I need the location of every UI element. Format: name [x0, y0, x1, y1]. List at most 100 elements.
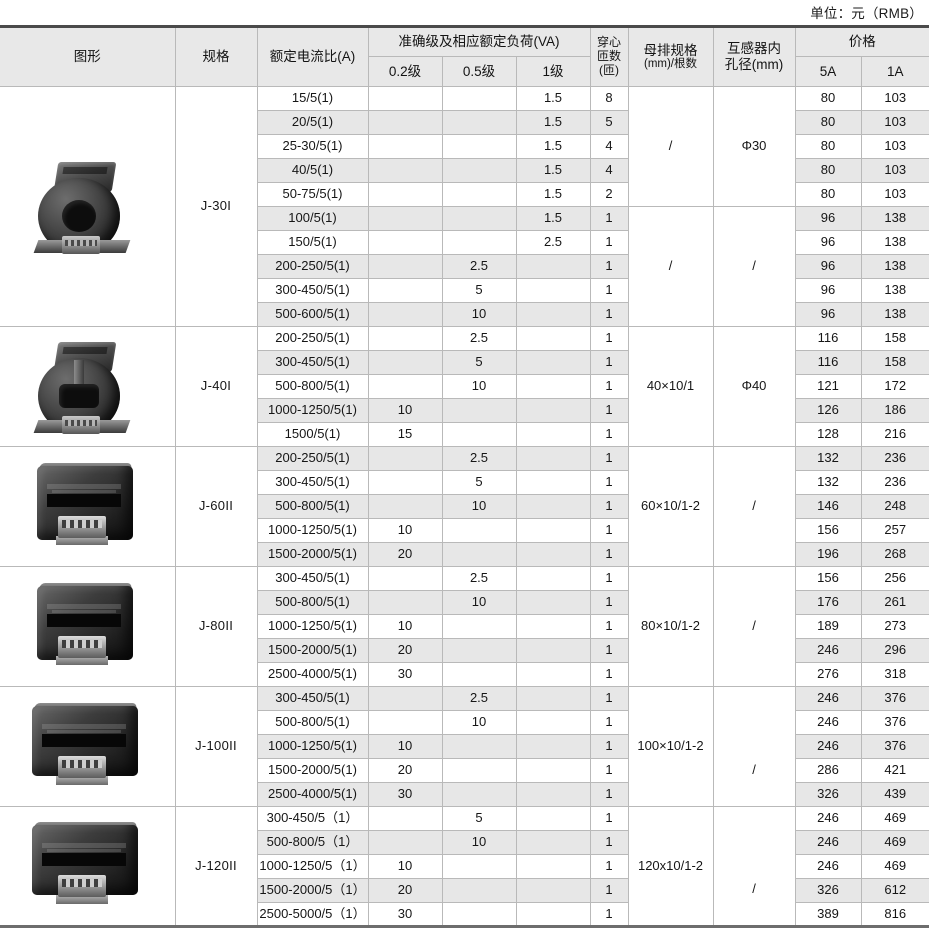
- price-5a-cell: 96: [794, 206, 862, 231]
- price-1a-cell: 236: [860, 446, 929, 471]
- col-header-image: 图形: [0, 26, 176, 87]
- product-photo-j80ii: [22, 574, 152, 680]
- price-5a-cell: 326: [794, 878, 862, 903]
- class-1-cell: 1.5: [515, 86, 591, 111]
- class-1-cell: [515, 590, 591, 615]
- class-0-2-cell: [367, 278, 443, 303]
- hole-diameter-cell: /: [712, 686, 796, 807]
- price-1a-cell: 103: [860, 158, 929, 183]
- busbar-line-1: 母排规格: [643, 42, 698, 58]
- table-row: 1000-1250/5(1) 10 1 156 257: [0, 518, 929, 543]
- class-0-5-cell: [441, 614, 517, 639]
- current-transformer-price-table: 图形 规格 额定电流比(A) 准确级及相应额定负荷(VA) 穿心 匝数 (匝) …: [0, 25, 929, 928]
- model-cell: J-40I: [174, 326, 258, 447]
- price-5a-cell: 96: [794, 254, 862, 279]
- class-0-5-cell: 2.5: [441, 254, 517, 279]
- table-row: J-40I 200-250/5(1) 2.5 1 40×10/1 Φ40 116 158: [0, 326, 929, 447]
- price-5a-cell: 80: [794, 158, 862, 183]
- class-0-5-cell: [441, 782, 517, 807]
- turns-cell: 1: [589, 590, 629, 615]
- class-0-2-cell: 30: [367, 902, 443, 927]
- table-row: J-120II 300-450/5（1） 5 1 120x10/1-2/246 469: [0, 806, 929, 927]
- class-0-2-cell: [367, 86, 443, 111]
- price-1a-cell: 172: [860, 374, 929, 399]
- product-photo-j120ii: [22, 813, 152, 919]
- class-0-5-cell: [441, 518, 517, 543]
- price-1a-cell: 816: [860, 902, 929, 927]
- col-header-accuracy-group: 准确级及相应额定负荷(VA): [367, 26, 591, 57]
- ratio-cell: 1500-2000/5(1): [256, 638, 369, 663]
- ratio-cell: 500-800/5(1): [256, 590, 369, 615]
- class-0-5-cell: [441, 734, 517, 759]
- table-row: J-30I 15/5(1) 1.5 8/Φ30 80 103: [0, 86, 929, 327]
- class-1-cell: [515, 398, 591, 423]
- price-5a-cell: 189: [794, 614, 862, 639]
- class-1-cell: [515, 350, 591, 375]
- class-0-2-cell: 10: [367, 614, 443, 639]
- price-1a-cell: 376: [860, 686, 929, 711]
- price-5a-cell: 80: [794, 110, 862, 135]
- turns-cell: 1: [589, 254, 629, 279]
- table-row: 25-30/5(1) 1.5 4 80 103: [0, 134, 929, 159]
- turns-cell: 1: [589, 902, 629, 927]
- unit-note: 单位：元（RMB）: [810, 6, 923, 21]
- table-row: 1500-2000/5(1) 20 1 196 268: [0, 542, 929, 567]
- price-1a-cell: 257: [860, 518, 929, 543]
- class-0-5-cell: 10: [441, 302, 517, 327]
- price-5a-cell: 286: [794, 758, 862, 783]
- ratio-cell: 200-250/5(1): [256, 254, 369, 279]
- class-0-5-cell: [441, 854, 517, 879]
- col-header-price-5a: 5A: [794, 56, 862, 87]
- class-0-5-cell: 10: [441, 374, 517, 399]
- class-0-2-cell: [367, 302, 443, 327]
- class-0-2-cell: 30: [367, 662, 443, 687]
- class-1-cell: 2.5: [515, 230, 591, 255]
- table-row: 100/5(1) 1.5 1//96 138: [0, 206, 929, 327]
- price-5a-cell: 132: [794, 446, 862, 471]
- turns-cell: 1: [589, 734, 629, 759]
- class-0-2-cell: [367, 134, 443, 159]
- price-1a-cell: 268: [860, 542, 929, 567]
- ratio-cell: 2500-4000/5(1): [256, 782, 369, 807]
- turns-cell: 1: [589, 494, 629, 519]
- price-1a-cell: 318: [860, 662, 929, 687]
- price-1a-cell: 273: [860, 614, 929, 639]
- price-1a-cell: 138: [860, 206, 929, 231]
- price-1a-cell: 138: [860, 278, 929, 303]
- class-0-5-cell: [441, 230, 517, 255]
- price-1a-cell: 469: [860, 830, 929, 855]
- turns-cell: 1: [589, 398, 629, 423]
- class-1-cell: [515, 662, 591, 687]
- hole-diameter-cell: /: [712, 206, 796, 327]
- class-1-cell: [515, 854, 591, 879]
- class-1-cell: [515, 374, 591, 399]
- col-header-price-1a: 1A: [860, 56, 929, 87]
- ratio-cell: 1000-1250/5(1): [256, 734, 369, 759]
- turns-cell: 1: [589, 638, 629, 663]
- class-0-2-cell: [367, 710, 443, 735]
- turns-cell: 2: [589, 182, 629, 207]
- class-1-cell: [515, 470, 591, 495]
- price-1a-cell: 612: [860, 878, 929, 903]
- price-1a-cell: 248: [860, 494, 929, 519]
- class-0-2-cell: [367, 350, 443, 375]
- turns-cell: 1: [589, 758, 629, 783]
- class-0-5-cell: 5: [441, 350, 517, 375]
- busbar-cell: /: [627, 86, 714, 207]
- ratio-cell: 100/5(1): [256, 206, 369, 231]
- class-1-cell: [515, 518, 591, 543]
- ratio-cell: 300-450/5（1）: [256, 806, 369, 831]
- class-0-2-cell: [367, 182, 443, 207]
- class-1-cell: [515, 830, 591, 855]
- ratio-cell: 500-800/5(1): [256, 494, 369, 519]
- turns-cell: 1: [589, 662, 629, 687]
- class-0-2-cell: [367, 326, 443, 351]
- table-row: 500-800/5(1) 10 1 176 261: [0, 590, 929, 615]
- class-0-2-cell: [367, 830, 443, 855]
- hole-diameter-cell: /: [712, 446, 796, 567]
- table-row: 150/5(1) 2.5 1 96 138: [0, 230, 929, 255]
- model-cell: J-100II: [174, 686, 258, 807]
- class-1-cell: [515, 326, 591, 351]
- ratio-cell: 1500-2000/5(1): [256, 542, 369, 567]
